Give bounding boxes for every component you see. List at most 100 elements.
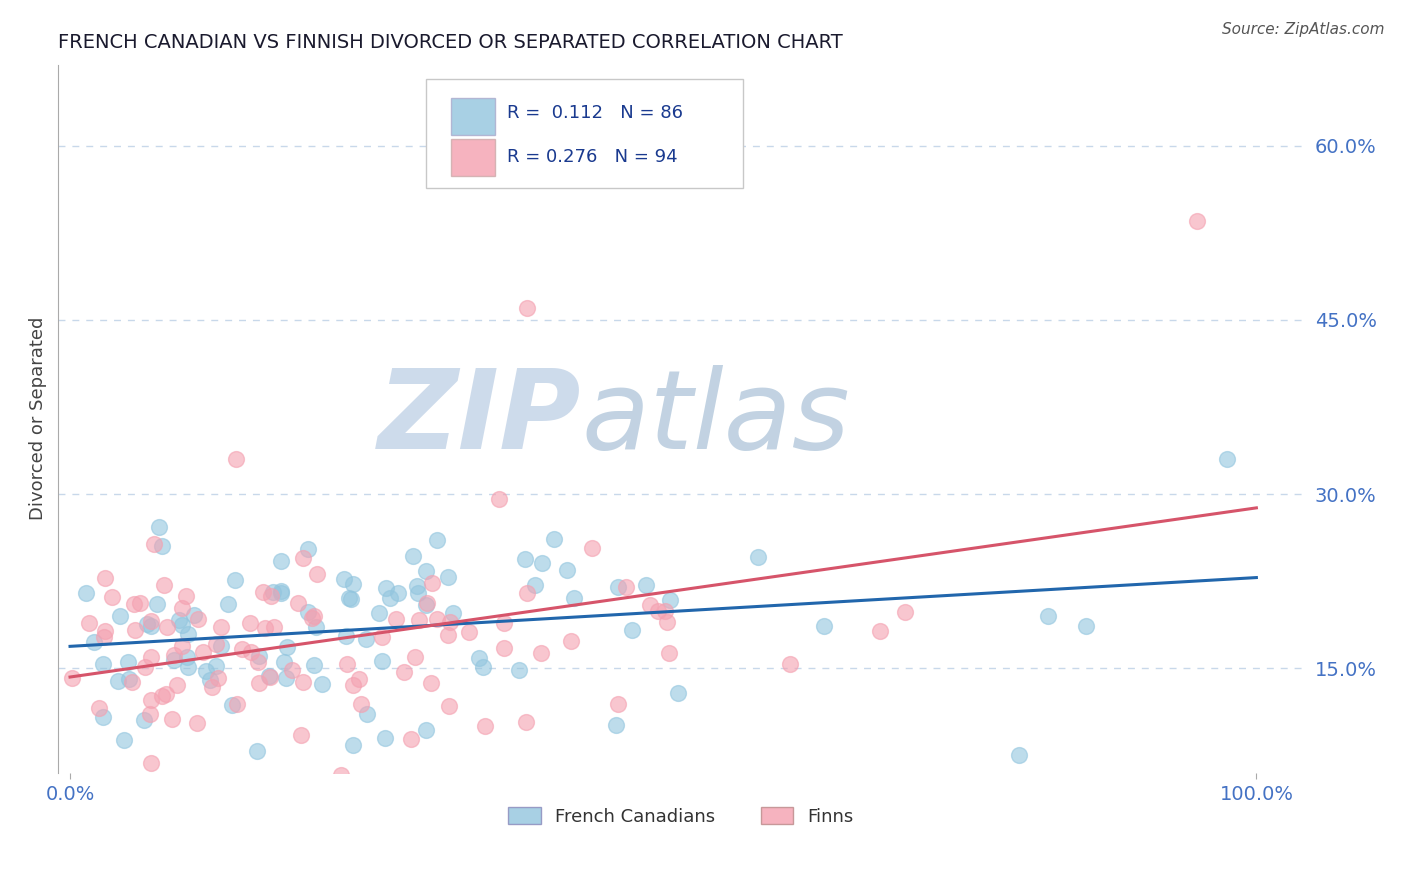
Point: [75, 586, 97, 600]
Point: [177, 626, 200, 640]
Point: [436, 569, 458, 583]
Point: [374, 731, 396, 745]
Point: [205, 637, 228, 651]
Point: [426, 533, 449, 548]
Point: [259, 670, 281, 684]
Point: [458, 625, 481, 640]
Point: [1074, 619, 1097, 633]
Point: [291, 675, 314, 690]
Point: [201, 681, 224, 695]
Point: [224, 574, 246, 588]
Point: [307, 566, 329, 581]
Point: [297, 605, 319, 619]
Point: [270, 583, 292, 598]
FancyBboxPatch shape: [450, 139, 495, 176]
Point: [245, 743, 267, 757]
Point: [311, 677, 333, 691]
Point: [399, 732, 422, 747]
Point: [302, 609, 325, 624]
Point: [204, 659, 226, 673]
Point: [1215, 452, 1237, 467]
Point: [621, 624, 644, 638]
Point: [142, 536, 165, 550]
Point: [658, 592, 681, 607]
Point: [426, 612, 449, 626]
Point: [145, 597, 167, 611]
Point: [292, 550, 315, 565]
Point: [290, 728, 312, 742]
Point: [415, 723, 437, 737]
Point: [166, 678, 188, 692]
Point: [112, 733, 135, 747]
Point: [1038, 609, 1060, 624]
Point: [139, 693, 162, 707]
Point: [415, 564, 437, 578]
Point: [415, 599, 437, 613]
FancyBboxPatch shape: [450, 98, 495, 135]
Point: [436, 628, 458, 642]
FancyBboxPatch shape: [426, 78, 744, 188]
Point: [160, 712, 183, 726]
Point: [257, 669, 280, 683]
Point: [217, 598, 239, 612]
Point: [129, 596, 152, 610]
Point: [122, 597, 145, 611]
Point: [287, 596, 309, 610]
Point: [524, 577, 547, 591]
Point: [636, 578, 658, 592]
Point: [252, 585, 274, 599]
Point: [270, 586, 292, 600]
Point: [531, 556, 554, 570]
Text: R = 0.276   N = 94: R = 0.276 N = 94: [506, 148, 678, 166]
Point: [259, 589, 281, 603]
Point: [195, 784, 218, 798]
Point: [91, 710, 114, 724]
Point: [335, 629, 357, 643]
Point: [207, 671, 229, 685]
Point: [557, 563, 579, 577]
Point: [60, 672, 83, 686]
Point: [254, 621, 277, 635]
Point: [813, 619, 835, 633]
Text: R =  0.112   N = 86: R = 0.112 N = 86: [506, 104, 682, 122]
Point: [107, 673, 129, 688]
Point: [375, 581, 398, 595]
Point: [655, 615, 678, 629]
Point: [342, 577, 364, 591]
Point: [439, 698, 461, 713]
Point: [209, 639, 232, 653]
Point: [225, 452, 247, 467]
Point: [246, 655, 269, 669]
Point: [249, 675, 271, 690]
Point: [274, 671, 297, 685]
Point: [337, 591, 360, 605]
Point: [606, 580, 628, 594]
Point: [247, 649, 270, 664]
Point: [141, 614, 163, 628]
Point: [647, 604, 669, 618]
Point: [187, 612, 209, 626]
Point: [110, 609, 132, 624]
Point: [139, 650, 162, 665]
Point: [170, 640, 193, 654]
Text: atlas: atlas: [581, 365, 851, 472]
Point: [614, 580, 637, 594]
Point: [392, 665, 415, 679]
Point: [263, 620, 285, 634]
Point: [170, 618, 193, 632]
Point: [132, 714, 155, 728]
Point: [402, 549, 425, 563]
Point: [150, 690, 173, 704]
Point: [340, 592, 363, 607]
Point: [869, 624, 891, 639]
Point: [420, 576, 443, 591]
Point: [273, 656, 295, 670]
Point: [336, 657, 359, 672]
Point: [378, 591, 401, 606]
Point: [194, 664, 217, 678]
Point: [488, 492, 510, 507]
Point: [139, 706, 162, 721]
Point: [77, 616, 100, 631]
Point: [183, 608, 205, 623]
Point: [370, 654, 392, 668]
